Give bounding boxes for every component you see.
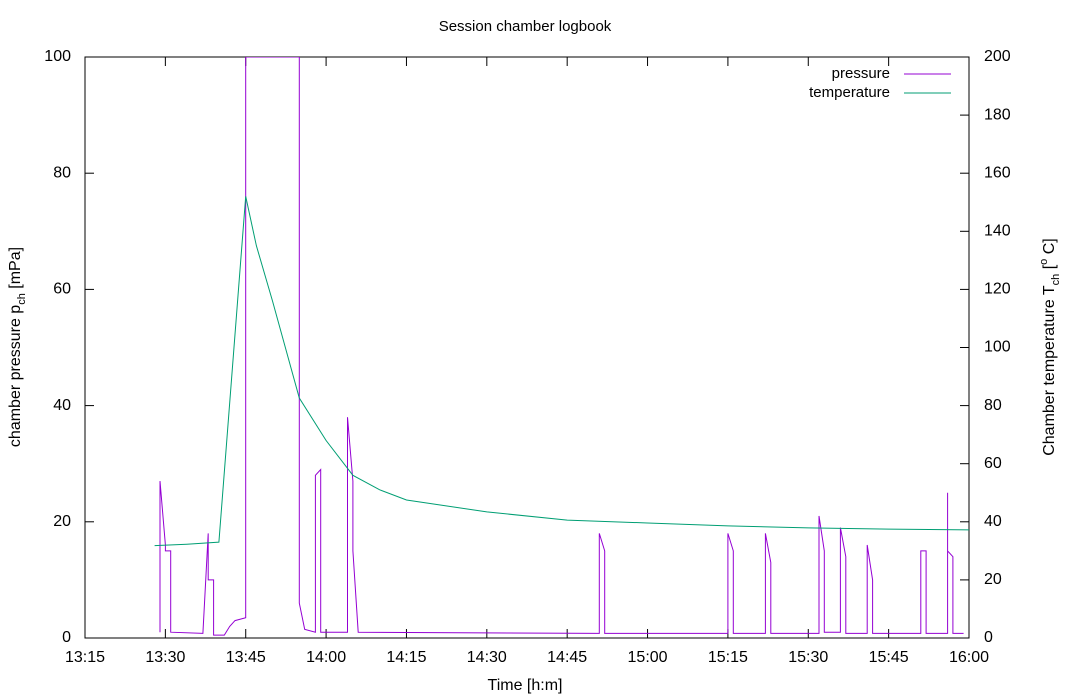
y2-tick-label: 60 — [984, 455, 1002, 472]
plot-lines — [154, 57, 969, 636]
y-axis-label-part: ch — [16, 293, 28, 305]
y2-tick-label: 200 — [984, 48, 1011, 65]
y2-axis-label-part: ch — [1050, 274, 1062, 286]
x-tick-label: 15:30 — [788, 649, 828, 666]
y2-tick-label: 0 — [984, 629, 993, 646]
y-tick-label: 60 — [53, 281, 71, 298]
y2-tick-label: 120 — [984, 281, 1011, 298]
y2-axis-label-part: C] — [1041, 238, 1058, 258]
chart-title: Session chamber logbook — [439, 18, 612, 35]
series-line — [154, 196, 969, 547]
y-tick-label: 20 — [53, 513, 71, 530]
x-tick-label: 14:00 — [306, 649, 346, 666]
x-tick-label: 15:15 — [708, 649, 748, 666]
y-tick-label: 80 — [53, 164, 71, 181]
y-tick-label: 40 — [53, 397, 71, 414]
y-axis-label-part: chamber pressure p — [7, 305, 24, 447]
plot-frame — [84, 56, 970, 639]
x-axis-label: Time [h:m] — [488, 677, 563, 694]
y2-tick-label: 100 — [984, 339, 1011, 356]
y-axis-label-part: [mPa] — [7, 247, 24, 293]
y2-tick-label: 160 — [984, 164, 1011, 181]
x-tick-label: 14:15 — [386, 649, 426, 666]
y-axis-label: chamber pressure pch [mPa] — [7, 247, 28, 447]
y-tick-label: 100 — [44, 48, 71, 65]
x-tick-label: 14:45 — [547, 649, 587, 666]
y2-axis-label-part: o — [1038, 259, 1050, 265]
y2-tick-label: 80 — [984, 397, 1002, 414]
y2-axis-label-part: Chamber temperature T — [1041, 285, 1058, 456]
legend-label: pressure — [832, 65, 890, 82]
y2-tick-label: 20 — [984, 571, 1002, 588]
x-tick-label: 16:00 — [949, 649, 989, 666]
series-line — [159, 57, 964, 636]
y2-axis-label: Chamber temperature Tch [o C] — [1038, 238, 1062, 456]
y2-tick-label: 40 — [984, 513, 1002, 530]
x-tick-label: 13:15 — [65, 649, 105, 666]
y2-tick-label: 180 — [984, 106, 1011, 123]
y2-axis-label-part: [ — [1041, 264, 1058, 273]
y2-tick-label: 140 — [984, 223, 1011, 240]
x-tick-label: 15:00 — [628, 649, 668, 666]
x-tick-label: 13:30 — [145, 649, 185, 666]
legend-label: temperature — [809, 84, 890, 101]
x-tick-label: 15:45 — [869, 649, 909, 666]
x-tick-label: 14:30 — [467, 649, 507, 666]
x-tick-label: 13:45 — [226, 649, 266, 666]
y-tick-label: 0 — [62, 629, 71, 646]
